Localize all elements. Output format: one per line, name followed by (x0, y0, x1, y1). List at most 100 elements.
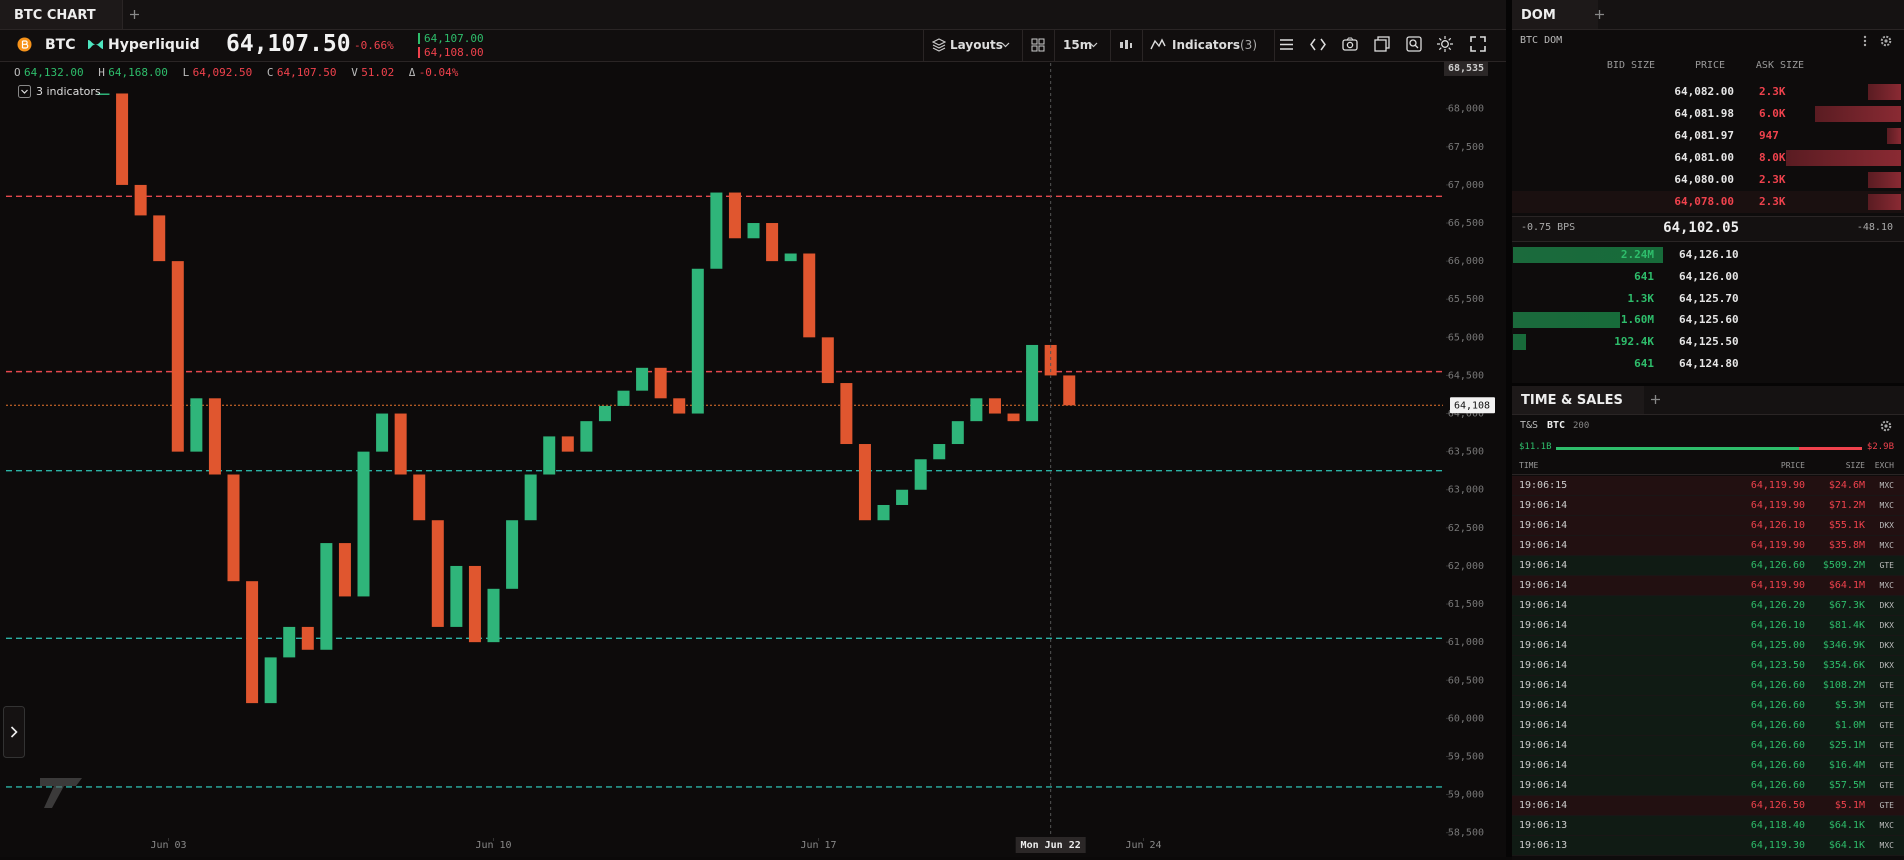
bid-depth-bar (1513, 334, 1526, 350)
camera-icon[interactable] (1342, 37, 1358, 51)
candle (952, 421, 964, 444)
indicators-icon[interactable] (1150, 37, 1166, 51)
tas-exch: DKX (1844, 662, 1894, 670)
y-tick-label: 61,000 (1448, 637, 1484, 648)
dom-title: BTC DOM (1520, 36, 1562, 46)
bid-size: 192.4K (1554, 336, 1654, 347)
candle (339, 543, 351, 596)
ohlc-key: V (351, 67, 358, 78)
add-tab[interactable] (1594, 9, 1605, 20)
symbol[interactable]: BTC (45, 38, 76, 52)
candle (395, 414, 407, 475)
y-tick-label: 62,000 (1448, 561, 1484, 572)
x-tick-label: Jun 03 (150, 840, 186, 851)
candle (915, 459, 927, 489)
y-tick-label: 58,500 (1448, 828, 1484, 839)
separator (1054, 30, 1055, 61)
ohlc-value: 51.02 (361, 67, 394, 78)
fullscreen-icon[interactable] (1470, 36, 1486, 52)
tas-time: 19:06:14 (1519, 741, 1567, 751)
tas-time: 19:06:14 (1519, 701, 1567, 711)
candle (655, 368, 667, 398)
exchange-icon (87, 38, 104, 51)
candle (933, 444, 945, 459)
candle (469, 566, 481, 642)
separator (1274, 30, 1275, 61)
indicator-count: (3) (1240, 39, 1257, 51)
ask-depth-bar (1868, 84, 1901, 100)
candle (228, 475, 240, 582)
windows-icon[interactable] (1374, 36, 1390, 52)
candle (618, 391, 630, 406)
watermark-logo (38, 776, 84, 810)
layouts-button[interactable]: Layouts (950, 39, 1003, 51)
tas-exch: GTE (1844, 722, 1894, 730)
tas-exch: GTE (1844, 562, 1894, 570)
btc-icon (17, 37, 32, 52)
y-tick-label: 63,500 (1448, 447, 1484, 458)
add-tab[interactable] (129, 9, 140, 20)
tas-header: EXCH (1844, 462, 1894, 470)
y-tick-label: 60,000 (1448, 713, 1484, 724)
candle (822, 337, 834, 383)
indicators-button[interactable]: Indicators (1172, 39, 1240, 51)
bid-price: 64,126.00 (1679, 271, 1739, 282)
ask-depth-bar (1868, 194, 1901, 210)
tas-exch: DKX (1844, 642, 1894, 650)
tas-time: 19:06:15 (1519, 481, 1567, 491)
settings-icon[interactable] (1880, 35, 1892, 47)
bid-size: 2.24M (1554, 249, 1654, 260)
axis-top-label: 68,535 (1448, 63, 1484, 74)
candle (302, 627, 314, 650)
collapse-button[interactable] (3, 706, 25, 758)
more-icon[interactable] (1862, 35, 1868, 47)
tas-time: 19:06:14 (1519, 641, 1567, 651)
separator (923, 30, 924, 61)
layers-icon[interactable] (932, 38, 946, 52)
menu-icon[interactable] (1279, 38, 1294, 51)
tas-time: 19:06:14 (1519, 761, 1567, 771)
chart-type-icon[interactable] (1119, 39, 1133, 51)
grid-icon[interactable] (1031, 38, 1045, 52)
ohlc-value: 64,107.50 (277, 67, 337, 78)
ask-size: 2.3K (1759, 86, 1786, 97)
ohlc-value: 64,168.00 (108, 67, 168, 78)
ohlc-key: O (14, 67, 21, 78)
candle (488, 589, 500, 642)
y-tick-label: 61,500 (1448, 599, 1484, 610)
candle (525, 475, 537, 521)
tas-time: 19:06:14 (1519, 621, 1567, 631)
tas-time: 19:06:14 (1519, 781, 1567, 791)
tas-exch: MXC (1844, 822, 1894, 830)
tas-time: 19:06:14 (1519, 561, 1567, 571)
crosshair-label: Mon Jun 22 (1021, 840, 1081, 851)
dom-header: PRICE (1670, 61, 1750, 71)
exchange[interactable]: Hyperliquid (108, 38, 200, 52)
tas-time: 19:06:14 (1519, 541, 1567, 551)
settings-icon[interactable] (1880, 420, 1892, 432)
candle (1026, 345, 1038, 421)
candle (710, 193, 722, 269)
interval-button[interactable]: 15m (1063, 39, 1092, 51)
last-price: 64,107.50 (226, 33, 351, 56)
add-tab[interactable] (1650, 394, 1661, 405)
y-tick-label: 59,000 (1448, 790, 1484, 801)
candle (878, 505, 890, 520)
indicators-label: 3 indicators (36, 86, 101, 97)
y-tick-label: 68,000 (1448, 104, 1484, 115)
buy-bar (1556, 447, 1799, 450)
candle (599, 406, 611, 421)
theme-icon[interactable] (1437, 36, 1453, 52)
code-icon[interactable] (1310, 38, 1326, 51)
bid-size: 641 (1554, 271, 1654, 282)
tas-symbol: BTC (1547, 421, 1565, 431)
indicators-toggle[interactable] (18, 85, 31, 98)
ask-marker (418, 47, 420, 58)
ask-depth-bar (1815, 106, 1901, 122)
ask: 64,108.00 (424, 47, 484, 58)
y-tick-label: 67,000 (1448, 180, 1484, 191)
tab-bar (0, 0, 1506, 30)
search-icon[interactable] (1406, 36, 1422, 52)
ask-price: 64,081.00 (1634, 152, 1734, 163)
candle (413, 475, 425, 521)
